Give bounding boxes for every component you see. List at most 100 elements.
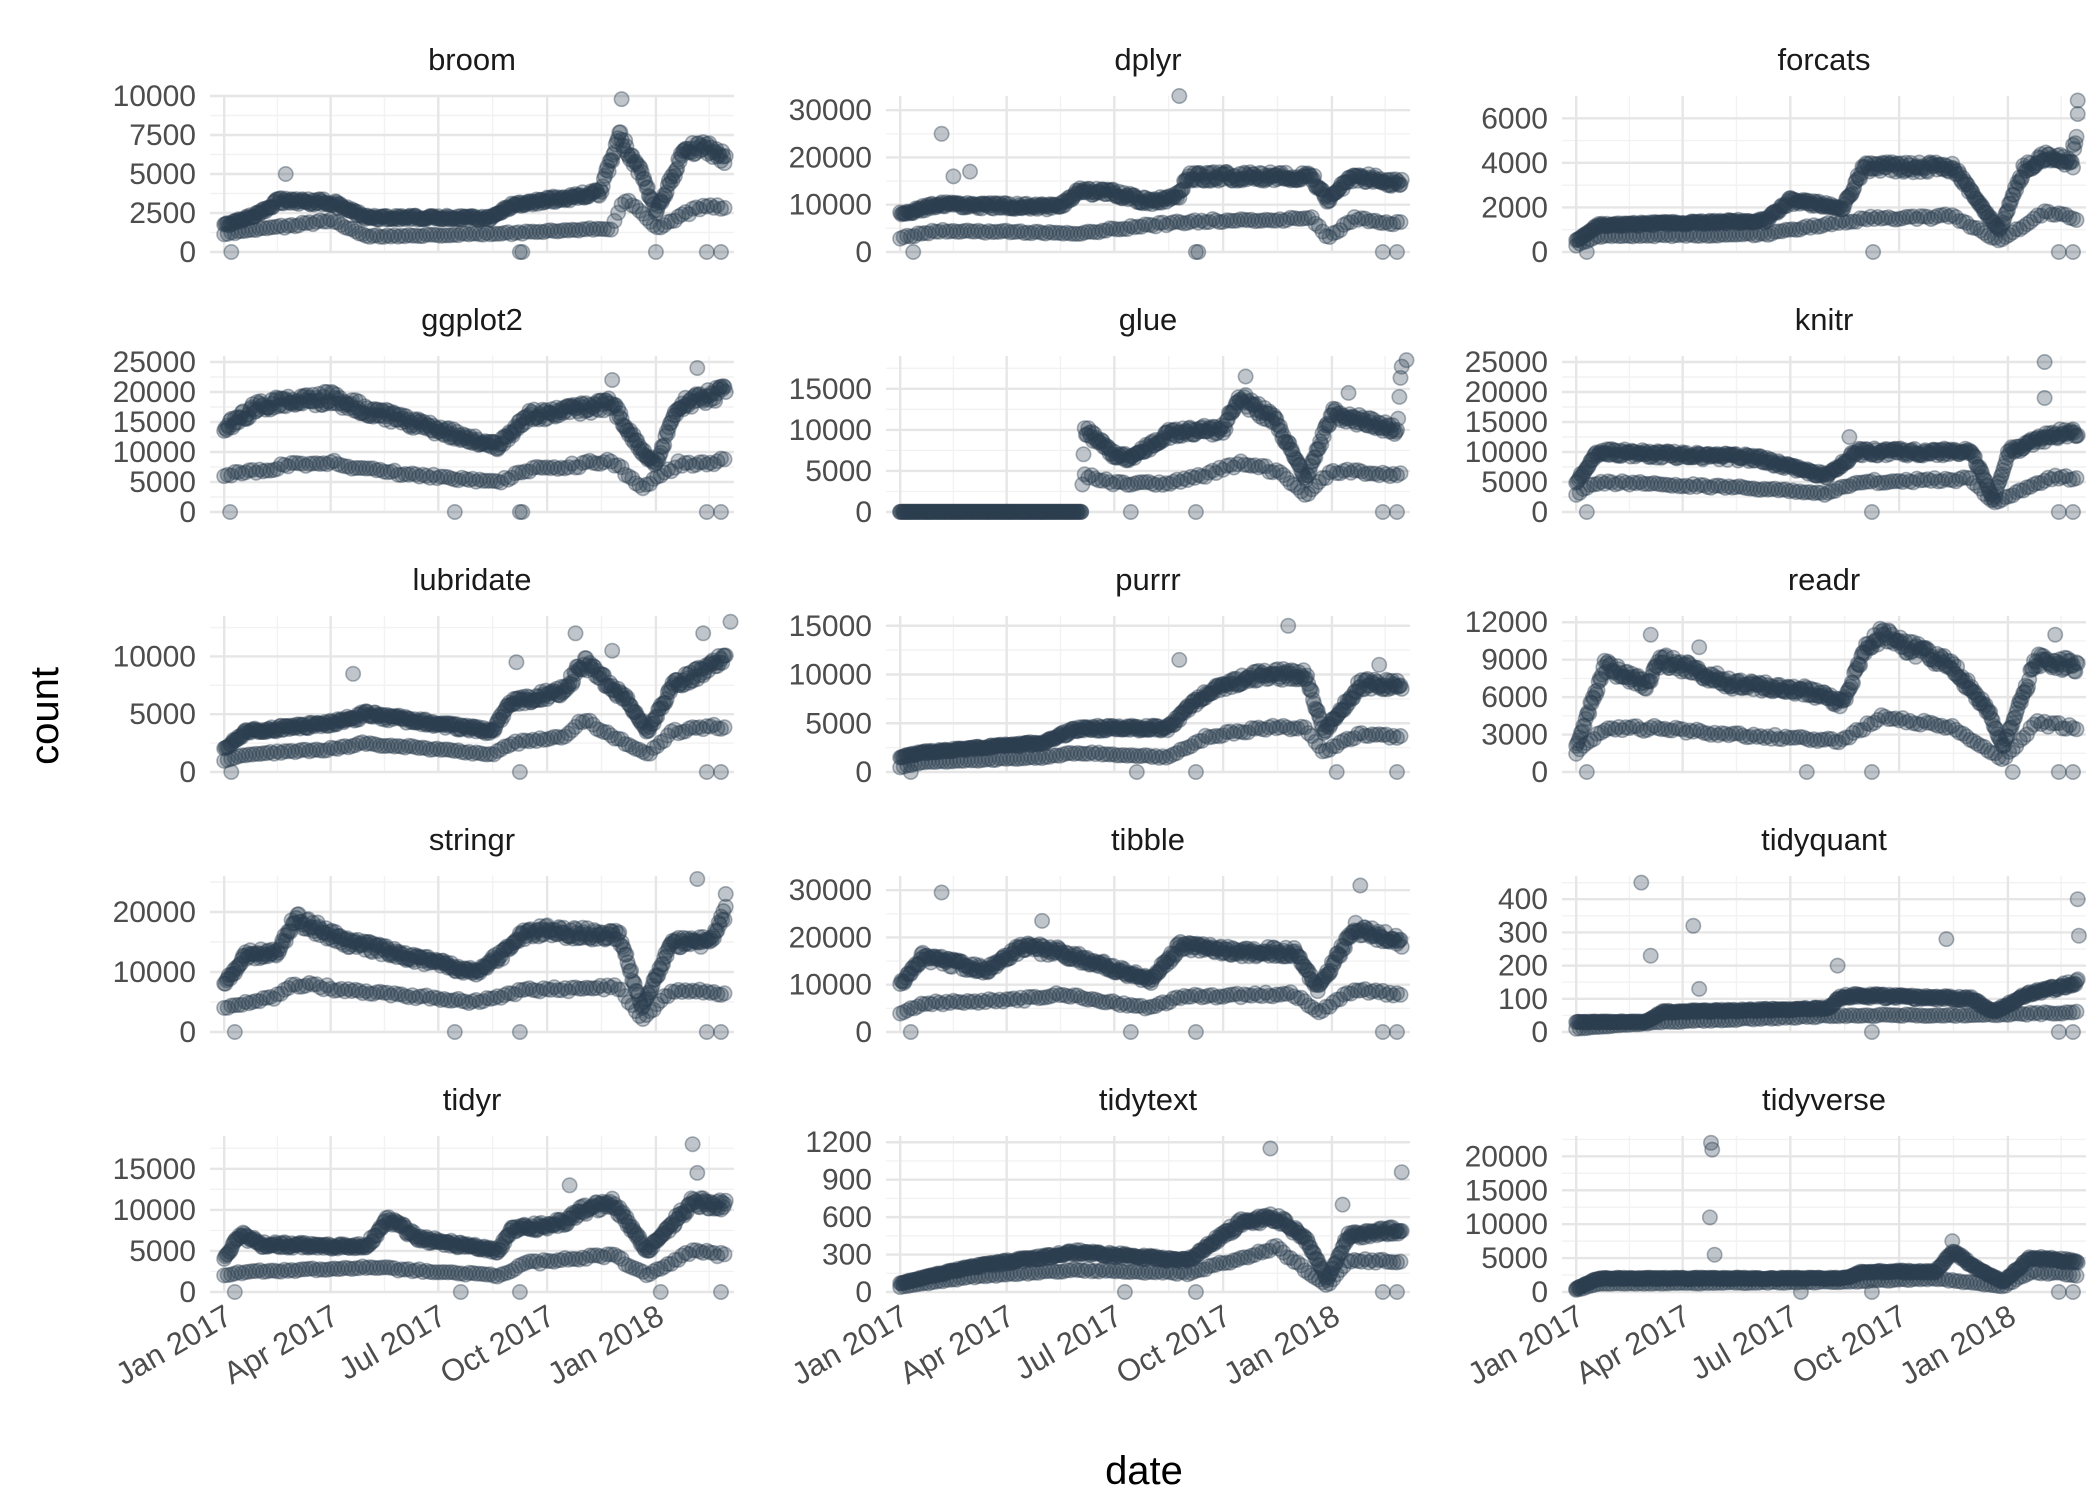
- data-point: [265, 194, 282, 211]
- data-point: [630, 164, 647, 181]
- y-tick-label: 15000: [113, 406, 196, 439]
- facet-title: knitr: [1795, 302, 1854, 337]
- data-point: [388, 210, 405, 227]
- data-point: [604, 642, 621, 659]
- y-tick-label: 7500: [129, 119, 196, 152]
- data-point: [457, 208, 474, 225]
- data-point: [222, 215, 239, 232]
- data-point: [961, 163, 978, 180]
- y-tick-label: 10000: [1465, 436, 1548, 469]
- data-point: [569, 190, 586, 207]
- data-point: [1392, 465, 1409, 482]
- data-point: [511, 763, 528, 780]
- data-point: [369, 210, 386, 227]
- data-point: [543, 193, 560, 210]
- data-point: [418, 210, 435, 227]
- data-point: [304, 192, 321, 209]
- data-point: [494, 201, 511, 218]
- data-point: [353, 206, 370, 223]
- y-tick-label: 25000: [1465, 346, 1548, 379]
- data-point: [529, 195, 546, 212]
- data-point: [410, 211, 427, 228]
- data-point: [717, 383, 734, 400]
- data-point: [1865, 244, 1882, 261]
- data-point: [695, 625, 712, 642]
- data-point: [302, 196, 319, 213]
- data-point: [242, 207, 259, 224]
- data-point: [224, 216, 241, 233]
- y-tick-label: 5000: [805, 455, 872, 488]
- data-point: [401, 207, 418, 224]
- data-point: [387, 208, 404, 225]
- data-point: [481, 211, 498, 228]
- data-point: [311, 191, 328, 208]
- facet-title: broom: [428, 42, 516, 77]
- data-point: [313, 193, 330, 210]
- data-point: [392, 208, 409, 225]
- data-point: [333, 197, 350, 214]
- data-point: [464, 208, 481, 225]
- data-point: [634, 171, 651, 188]
- data-point: [595, 170, 612, 187]
- data-point: [420, 209, 437, 226]
- data-point: [367, 209, 384, 226]
- data-point: [567, 186, 584, 203]
- data-point: [601, 153, 618, 170]
- data-point: [245, 208, 262, 225]
- data-point: [541, 192, 558, 209]
- data-point: [452, 208, 469, 225]
- data-point: [717, 647, 734, 664]
- y-tick-label: 0: [855, 496, 872, 529]
- data-point: [2065, 503, 2082, 520]
- data-point: [608, 133, 625, 150]
- data-point: [606, 144, 623, 161]
- data-point: [498, 199, 515, 216]
- data-point: [337, 201, 354, 218]
- data-point: [231, 212, 248, 229]
- data-point: [411, 210, 428, 227]
- y-tick-label: 0: [1531, 496, 1548, 529]
- data-point: [698, 763, 715, 780]
- data-point: [638, 179, 655, 196]
- data-point: [528, 191, 545, 208]
- data-point: [259, 199, 276, 216]
- data-point: [476, 210, 493, 227]
- data-point: [628, 156, 645, 173]
- data-point: [355, 209, 372, 226]
- data-point: [624, 147, 641, 164]
- data-point: [2065, 137, 2082, 154]
- data-point: [462, 209, 479, 226]
- data-point: [276, 192, 293, 209]
- data-point: [232, 211, 249, 228]
- data-point: [479, 208, 496, 225]
- y-tick-label: 20000: [1465, 376, 1548, 409]
- facet-title: forcats: [1777, 42, 1870, 77]
- data-point: [605, 146, 622, 163]
- data-point: [446, 210, 463, 227]
- data-point: [1171, 88, 1188, 105]
- data-point: [291, 193, 308, 210]
- data-point: [336, 200, 353, 217]
- data-point: [515, 196, 532, 213]
- data-point: [1371, 656, 1388, 673]
- data-point: [1393, 680, 1410, 697]
- data-point: [597, 167, 614, 184]
- data-point: [445, 210, 462, 227]
- data-point: [505, 196, 522, 213]
- data-point: [589, 186, 606, 203]
- y-tick-label: 5000: [129, 698, 196, 731]
- data-point: [230, 211, 247, 228]
- data-point: [241, 209, 258, 226]
- data-point: [385, 211, 402, 228]
- data-point: [391, 211, 408, 228]
- data-point: [350, 204, 367, 221]
- data-point: [466, 208, 483, 225]
- data-point: [581, 186, 598, 203]
- data-point: [470, 211, 487, 228]
- data-point: [555, 189, 572, 206]
- data-point: [340, 202, 357, 219]
- data-point: [308, 194, 325, 211]
- data-point: [2068, 212, 2085, 229]
